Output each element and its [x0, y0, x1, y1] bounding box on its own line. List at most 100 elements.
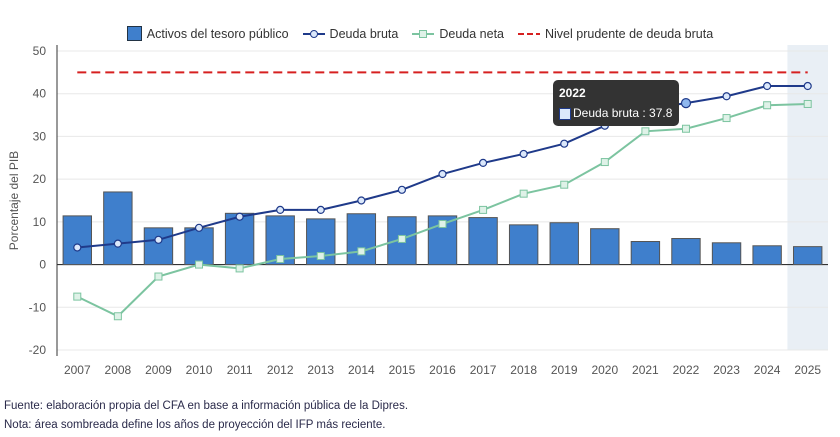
legend-item-deuda-neta[interactable]: Deuda neta: [412, 26, 504, 41]
y-tick-label: 0: [39, 258, 46, 272]
projection-shade: [787, 45, 828, 350]
deuda-bruta-point: [235, 212, 244, 221]
deuda-neta-point: [600, 158, 609, 167]
x-tick-label: 2016: [429, 363, 456, 377]
line-circle-swatch-icon: [302, 29, 325, 38]
deuda-neta-point: [235, 264, 244, 273]
x-tick-label: 2010: [186, 363, 213, 377]
x-tick-label: 2020: [591, 363, 618, 377]
x-tick-label: 2025: [794, 363, 821, 377]
bar: [184, 227, 214, 266]
legend-item-activos[interactable]: Activos del tesoro público: [126, 26, 289, 41]
legend-label: Deuda neta: [439, 26, 504, 41]
x-tick-label: 2022: [673, 363, 700, 377]
bar: [224, 212, 255, 266]
deuda-bruta-point: [560, 139, 569, 148]
bar-swatch-icon: [126, 26, 142, 41]
deuda-neta-point: [763, 101, 772, 110]
x-tick-label: 2008: [105, 363, 132, 377]
deuda-bruta-point: [154, 235, 163, 244]
y-tick-label: -10: [29, 300, 47, 314]
x-tick-label: 2019: [551, 363, 578, 377]
bar: [468, 217, 498, 266]
deuda-neta-point: [397, 234, 406, 243]
deuda-bruta-point: [722, 92, 731, 101]
deuda-neta-point: [479, 205, 488, 214]
tooltip-title: 2022: [559, 86, 586, 100]
tooltip-swatch-icon: [559, 108, 571, 120]
legend: Activos del tesoro público Deuda bruta D…: [0, 26, 840, 41]
y-tick-label: 30: [33, 129, 47, 143]
x-tick-label: 2021: [632, 363, 659, 377]
legend-label: Nivel prudente de deuda bruta: [545, 26, 714, 41]
deuda-neta-point: [722, 114, 731, 123]
x-tick-label: 2009: [145, 363, 172, 377]
deuda-bruta-point: [478, 158, 488, 168]
deuda-neta-line: [76, 102, 808, 318]
bar: [346, 213, 377, 266]
x-tick-label: 2017: [470, 363, 497, 377]
tooltip-label: Deuda bruta : 37.8: [573, 106, 673, 120]
legend-label: Activos del tesoro público: [146, 26, 289, 41]
deuda-bruta-point: [316, 205, 325, 214]
deuda-neta-point: [681, 124, 690, 133]
deuda-neta-point: [73, 292, 82, 301]
deuda-neta-point: [641, 127, 650, 136]
deuda-bruta-point: [397, 185, 407, 194]
x-tick-label: 2024: [754, 363, 781, 377]
bar: [549, 222, 579, 266]
bar: [711, 242, 742, 266]
x-tick-label: 2012: [267, 363, 294, 377]
bar: [793, 246, 823, 266]
legend-item-deuda-bruta[interactable]: Deuda bruta: [302, 26, 399, 41]
deuda-neta-point: [803, 99, 812, 108]
deuda-bruta-point: [194, 223, 204, 232]
deuda-bruta-point: [803, 81, 812, 91]
bar: [590, 228, 620, 266]
deuda-bruta-point: [763, 81, 772, 91]
line-square-swatch-icon: [412, 29, 435, 38]
bar: [671, 238, 701, 266]
x-tick-label: 2014: [348, 363, 375, 377]
y-tick-label: 40: [33, 87, 47, 101]
deuda-bruta-point: [113, 239, 122, 248]
deuda-bruta-point: [519, 149, 528, 159]
deuda-bruta-point: [438, 169, 447, 179]
deuda-neta-point: [195, 260, 204, 269]
x-tick-label: 2018: [510, 363, 537, 377]
bar: [508, 224, 539, 266]
bar: [752, 245, 782, 266]
projection-note: Nota: área sombreada define los años de …: [4, 419, 386, 431]
y-tick-label: 50: [33, 44, 47, 58]
deuda-neta-point: [357, 247, 366, 256]
chart-plot: -20 -10 0 10 20 30 40 50 Porcentaje del PIB 2007 2…: [7, 44, 828, 377]
x-tick-label: 2013: [307, 363, 334, 377]
deuda-neta-point: [438, 219, 447, 228]
deuda-bruta-point: [73, 243, 82, 252]
deuda-neta-point: [519, 189, 528, 198]
x-tick-label: 2015: [389, 363, 416, 377]
dashed-line-swatch-icon: [518, 32, 540, 35]
deuda-neta-point: [560, 180, 569, 189]
x-tick-label: 2023: [713, 363, 740, 377]
deuda-neta-point: [154, 272, 163, 281]
deuda-neta-point: [113, 312, 122, 321]
bar: [103, 191, 133, 266]
x-tick-label: 2007: [64, 363, 91, 377]
deuda-neta-point: [316, 252, 325, 261]
bar: [62, 215, 92, 266]
deuda-bruta-point: [357, 196, 366, 205]
source-note: Fuente: elaboración propia del CFA en ba…: [4, 400, 409, 412]
bar: [630, 241, 661, 266]
bar: [143, 227, 174, 266]
legend-item-nivel-prudente[interactable]: Nivel prudente de deuda bruta: [518, 26, 713, 41]
x-tick-label: 2011: [227, 363, 253, 377]
y-tick-label: -20: [29, 343, 47, 357]
legend-label: Deuda bruta: [329, 26, 399, 41]
y-tick-label: 20: [33, 172, 47, 186]
y-axis-label: Porcentaje del PIB: [7, 151, 21, 250]
deuda-neta-point: [276, 255, 285, 264]
deuda-bruta-point: [680, 98, 692, 109]
y-tick-label: 10: [33, 215, 47, 229]
